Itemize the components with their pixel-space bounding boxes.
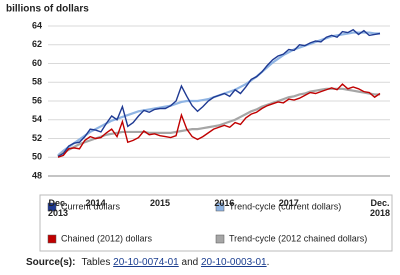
y-tick-label: 60 <box>32 58 42 68</box>
y-tick-label: 64 <box>32 20 42 30</box>
x-tick-label: 2017 <box>278 198 299 208</box>
series-line <box>57 31 380 157</box>
legend-swatch <box>215 202 225 212</box>
legend-swatch <box>47 202 57 212</box>
source: Source(s): Tables 20-10-0074-01 and 20-10… <box>26 257 269 268</box>
legend-label: Chained (2012) dollars <box>61 233 153 243</box>
x-tick-label: 2015 <box>149 198 170 208</box>
legend-label: Trend-cycle (2012 chained dollars) <box>229 233 367 243</box>
legend-swatch <box>47 234 57 244</box>
y-tick-label: 56 <box>32 95 42 105</box>
x-tick-label: Dec. 2018 <box>369 198 391 218</box>
source-joiner: and <box>181 257 199 268</box>
y-tick-label: 62 <box>32 39 42 49</box>
source-link[interactable]: 20-10-0074-01 <box>113 257 179 268</box>
y-tick-label: 54 <box>32 114 42 124</box>
y-tick-label: 48 <box>32 170 42 180</box>
x-tick-label: 2014 <box>85 198 106 208</box>
y-tick-label: 58 <box>32 77 42 87</box>
x-tick-label: 2016 <box>214 198 235 208</box>
legend-label: Trend-cycle (current dollars) <box>229 201 341 211</box>
series-line <box>57 83 381 158</box>
legend-swatch <box>215 234 225 244</box>
source-text: Tables <box>81 257 111 268</box>
x-tick-label: Dec. 2013 <box>47 198 69 218</box>
y-tick-label: 52 <box>32 133 42 143</box>
legend-label: Current dollars <box>61 201 121 211</box>
series-line <box>57 87 380 158</box>
series-line <box>57 28 381 157</box>
y-tick-label: 50 <box>32 152 42 162</box>
source-link[interactable]: 20-10-0003-01 <box>201 257 267 268</box>
source-label: Source(s): <box>26 257 76 268</box>
source-end: . <box>266 257 270 268</box>
legend-box <box>39 194 393 252</box>
y-axis-label: billions of dollars <box>6 4 89 15</box>
